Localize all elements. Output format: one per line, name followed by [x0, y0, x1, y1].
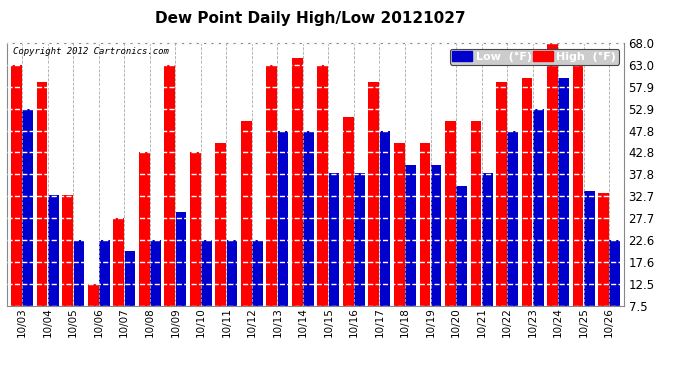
Bar [99, 240, 110, 306]
Bar [354, 173, 365, 306]
Bar [405, 165, 416, 306]
Bar [139, 152, 150, 306]
Bar [74, 240, 84, 306]
Bar [150, 240, 161, 306]
Bar [394, 143, 405, 306]
Text: Copyright 2012 Cartronics.com: Copyright 2012 Cartronics.com [13, 47, 169, 56]
Bar [558, 78, 569, 306]
Bar [420, 143, 431, 306]
Bar [23, 109, 33, 306]
Bar [215, 143, 226, 306]
Bar [533, 109, 544, 306]
Bar [496, 82, 507, 306]
Bar [598, 193, 609, 306]
Bar [277, 131, 288, 306]
Bar [471, 121, 482, 306]
Bar [241, 121, 252, 306]
Bar [113, 218, 124, 306]
Bar [164, 65, 175, 306]
Bar [573, 63, 583, 306]
Bar [380, 131, 391, 306]
Bar [456, 186, 467, 306]
Bar [48, 195, 59, 306]
Bar [11, 65, 22, 306]
Bar [175, 212, 186, 306]
Bar [431, 165, 442, 306]
Bar [266, 65, 277, 306]
Bar [343, 117, 354, 306]
Bar [201, 240, 212, 306]
Bar [190, 153, 201, 306]
Bar [62, 195, 73, 306]
Bar [328, 173, 339, 306]
Bar [317, 65, 328, 306]
Bar [482, 173, 493, 306]
Legend: Low  (°F), High  (°F): Low (°F), High (°F) [450, 49, 619, 64]
Bar [584, 190, 595, 306]
Bar [88, 284, 99, 306]
Bar [252, 240, 263, 306]
Bar [547, 43, 558, 306]
Bar [522, 78, 532, 306]
Bar [507, 131, 518, 306]
Bar [292, 58, 303, 306]
Bar [124, 251, 135, 306]
Bar [445, 121, 456, 306]
Bar [37, 82, 48, 306]
Bar [226, 240, 237, 306]
Bar [368, 82, 380, 306]
Bar [303, 131, 314, 306]
Text: Dew Point Daily High/Low 20121027: Dew Point Daily High/Low 20121027 [155, 11, 466, 26]
Bar [609, 240, 620, 306]
